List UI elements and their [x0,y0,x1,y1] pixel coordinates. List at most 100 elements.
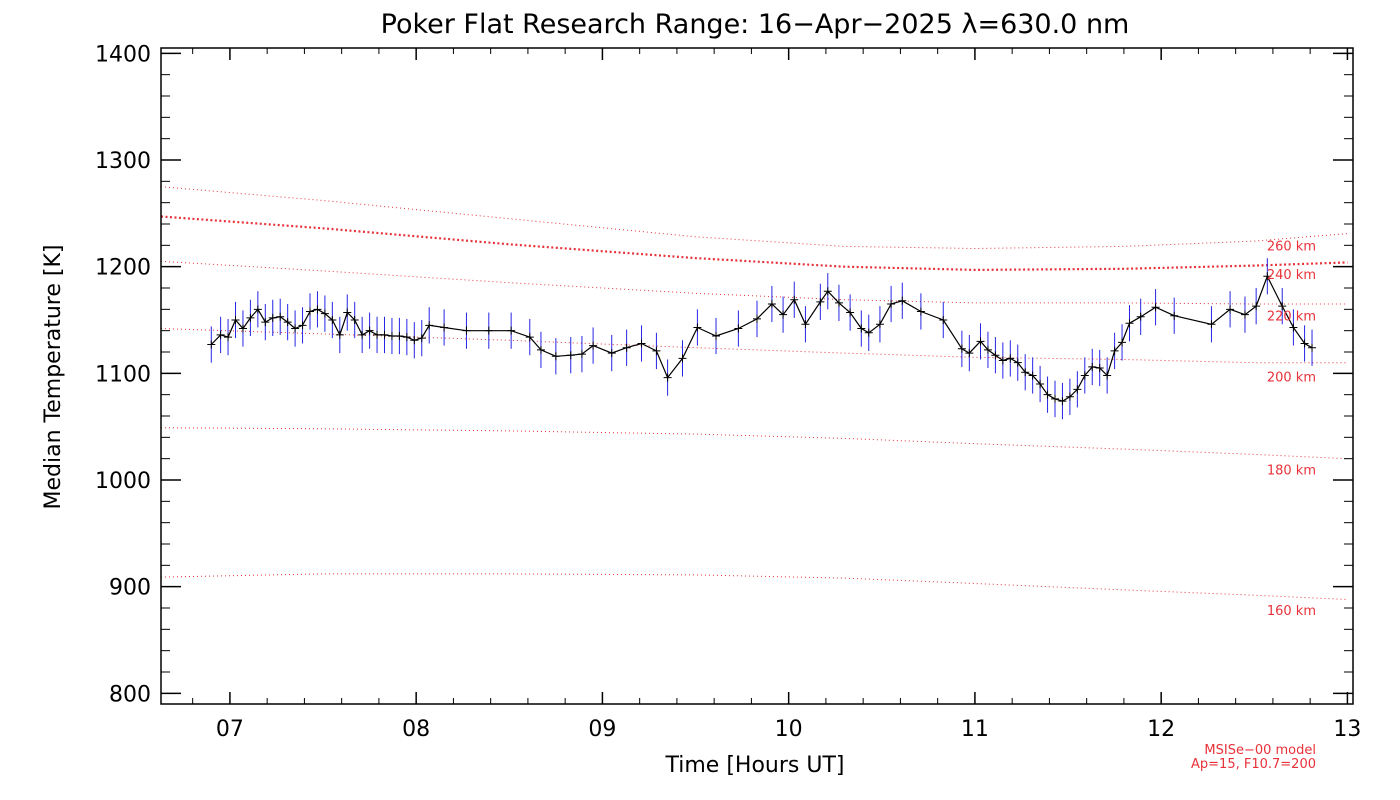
data-point [216,330,225,339]
data-point [484,326,493,335]
data-point [965,349,974,358]
data-point [417,334,426,343]
data-point [1151,303,1160,312]
data-point [350,316,359,324]
data-point [462,326,471,335]
data-point [753,314,761,323]
data-point [1065,392,1074,401]
data-point [898,296,907,305]
altitude-label: 260 km [1267,239,1316,254]
data-point [652,346,661,355]
data-point [957,344,966,353]
data-point [525,333,534,342]
data-point [577,350,586,359]
data-point [1006,354,1015,363]
data-point [410,336,419,345]
data-point [1207,320,1216,329]
data-point [1263,272,1272,281]
data-point [1095,364,1104,372]
data-point [607,349,616,358]
data-point [343,308,352,317]
data-point [425,321,434,330]
data-point [246,313,255,322]
data-point [291,324,300,333]
data-point [678,354,687,363]
data-point [1226,305,1235,314]
data-point [1278,302,1287,311]
data-point [536,345,545,354]
altitude-label: 180 km [1267,463,1316,478]
temperature-series [207,272,1317,406]
y-tick-label: 1400 [95,42,151,67]
x-tick-label: 12 [1147,717,1175,742]
data-point [298,321,307,330]
data-point [916,307,925,316]
data-point [834,298,843,307]
model-curve-260-km [160,186,1348,250]
data-point [238,324,247,333]
x-tick-label: 13 [1333,717,1361,742]
data-point [779,310,788,319]
data-point [1021,368,1030,377]
chart-title: Poker Flat Research Range: 16−Apr−2025 λ… [381,9,1130,40]
data-point [328,316,337,324]
y-tick-label: 1300 [95,149,151,174]
y-tick-label: 800 [109,682,151,707]
data-point [387,332,396,340]
data-point [637,339,646,348]
data-point [939,316,948,324]
data-point [1170,311,1179,320]
model-note-line2: Ap=15, F10.7=200 [1191,757,1316,772]
x-tick-label: 07 [216,717,244,742]
y-tick-label: 1100 [95,362,151,387]
data-point [1073,385,1082,394]
data-point [1080,371,1089,380]
y-axis-label: Median Temperature [K] [41,245,66,510]
data-point [734,324,743,333]
data-point [507,326,516,335]
x-tick-label: 11 [961,717,989,742]
data-point [712,332,721,340]
data-point [306,307,314,316]
data-point [1036,380,1045,388]
data-point [998,356,1007,365]
data-point [1028,371,1037,380]
altitude-labels: 260 km 240 km 220 km 200 km 180 km 160 km [1267,239,1316,619]
data-point [887,300,896,308]
data-point [253,305,262,314]
data-point [276,312,285,321]
model-curve-200-km [160,427,1348,460]
data-point [313,305,322,314]
data-point [395,332,404,340]
data-point [1043,390,1052,399]
altitude-label: 200 km [1267,371,1316,386]
data-point [1240,310,1249,319]
data-point [823,287,832,296]
data-point [1289,323,1298,332]
model-curve-220-km [160,328,1348,364]
series-line [210,274,1313,402]
y-tick-label: 1200 [95,256,151,281]
data-point [373,330,382,339]
data-point [864,328,873,337]
altitude-label: 160 km [1267,604,1316,619]
data-point [283,318,292,327]
x-tick-label: 09 [588,717,616,742]
x-tick-label: 08 [402,717,430,742]
data-point [976,337,985,346]
data-point [846,308,855,317]
data-point [1136,312,1145,321]
data-point [1252,302,1261,311]
data-point [1088,362,1097,371]
axis-ticks: 07 08 09 10 11 12 13 800 900 1000 1100 1200 1300 1400 [95,42,1361,742]
error-bars [210,258,1313,420]
data-point [663,373,672,382]
data-point [1300,339,1309,348]
data-point [1051,394,1059,403]
data-point [358,330,367,339]
altitude-label: 240 km [1267,268,1316,283]
data-point [365,326,374,335]
data-point [991,351,1000,360]
data-point [801,320,810,329]
